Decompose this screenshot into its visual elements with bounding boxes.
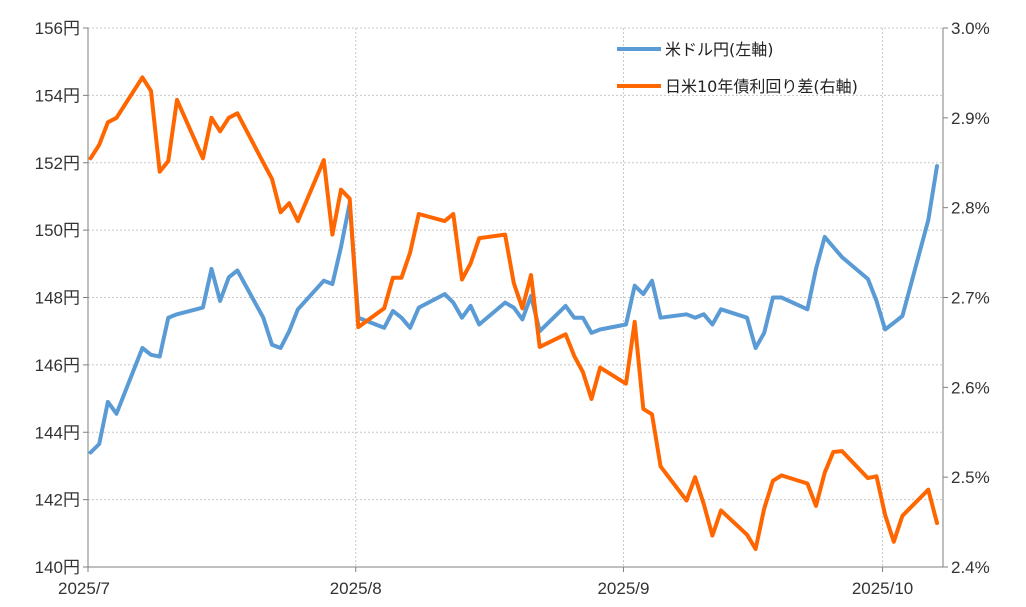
- x-tick-label-0: 2025/7: [58, 579, 110, 598]
- axes: 140円 142円 144円 146円 148円 150円 152円 154円 156円 2.4%…: [35, 19, 990, 598]
- right-tick-label-6: 3.0%: [951, 19, 990, 38]
- series-line-0: [88, 164, 939, 455]
- right-tick-label-3: 2.7%: [951, 289, 990, 308]
- left-tick-label-7: 154円: [35, 86, 80, 105]
- right-tick-label-5: 2.9%: [951, 109, 990, 128]
- left-tick-label-0: 140円: [35, 558, 80, 577]
- left-tick-label-8: 156円: [35, 19, 80, 38]
- series-layer: [88, 75, 939, 551]
- left-tick-label-4: 148円: [35, 289, 80, 308]
- right-tick-label-2: 2.6%: [951, 378, 990, 397]
- right-tick-label-0: 2.4%: [951, 558, 990, 577]
- series-line-1: [88, 75, 939, 551]
- grid: [87, 27, 943, 568]
- left-tick-label-1: 142円: [35, 491, 80, 510]
- left-tick-label-5: 150円: [35, 221, 80, 240]
- legend-label-1: 日米10年債利回り差(右軸): [665, 77, 858, 96]
- left-tick-label-6: 152円: [35, 154, 80, 173]
- left-tick-label-2: 144円: [35, 423, 80, 442]
- right-tick-label-4: 2.8%: [951, 199, 990, 218]
- right-tick-label-1: 2.5%: [951, 468, 990, 487]
- legend: 米ドル円(左軸) 日米10年債利回り差(右軸): [617, 40, 858, 96]
- legend-label-0: 米ドル円(左軸): [665, 40, 774, 59]
- x-tick-label-2: 2025/9: [597, 579, 649, 598]
- x-tick-label-1: 2025/8: [330, 579, 382, 598]
- left-tick-label-3: 146円: [35, 356, 80, 375]
- x-tick-label-3: 2025/10: [852, 579, 913, 598]
